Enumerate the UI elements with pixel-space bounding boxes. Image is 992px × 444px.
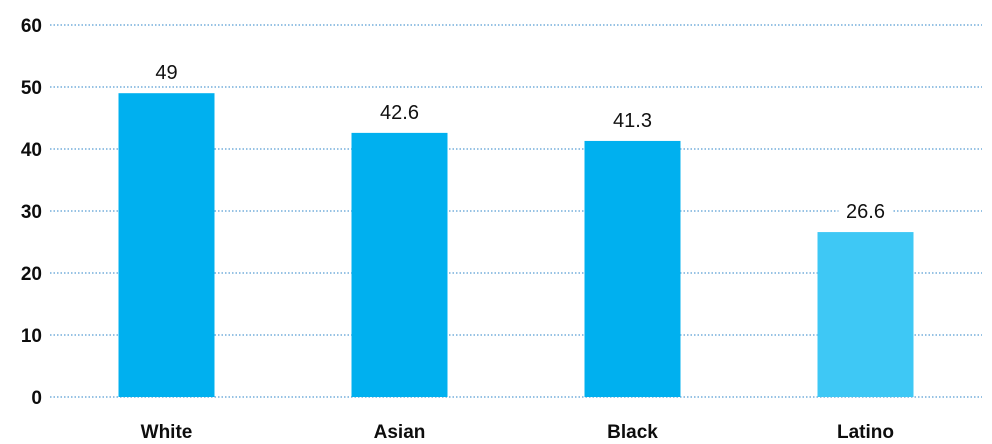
bar-black <box>584 140 681 397</box>
bar-asian <box>351 132 448 397</box>
y-axis-tick-labels: 0 10 20 30 40 50 60 <box>21 16 42 409</box>
bar-white <box>118 93 215 397</box>
bars <box>118 93 914 397</box>
y-tick-label-10: 10 <box>21 326 42 347</box>
y-tick-label-20: 20 <box>21 264 42 285</box>
y-tick-label-0: 0 <box>31 388 42 409</box>
data-labels: 49 42.6 41.3 26.6 <box>150 59 893 223</box>
data-label-background-latino <box>838 198 893 223</box>
y-tick-label-50: 50 <box>21 78 42 99</box>
x-tick-label-latino: Latino <box>837 422 894 443</box>
data-label-background-white <box>150 59 183 84</box>
data-label-black: 41.3 <box>613 110 652 132</box>
data-label-asian: 42.6 <box>380 102 419 124</box>
x-tick-label-white: White <box>141 422 193 443</box>
data-label-latino: 26.6 <box>846 201 885 223</box>
x-tick-label-black: Black <box>607 422 658 443</box>
y-tick-label-60: 60 <box>21 16 42 37</box>
data-label-background-black <box>605 106 660 131</box>
x-axis-tick-labels: White Asian Black Latino <box>141 422 894 443</box>
y-tick-label-30: 30 <box>21 202 42 223</box>
data-label-white: 49 <box>155 62 177 84</box>
data-label-background-asian <box>372 98 427 123</box>
bar-latino <box>817 232 914 397</box>
y-tick-label-40: 40 <box>21 140 42 161</box>
x-tick-label-asian: Asian <box>374 422 426 443</box>
